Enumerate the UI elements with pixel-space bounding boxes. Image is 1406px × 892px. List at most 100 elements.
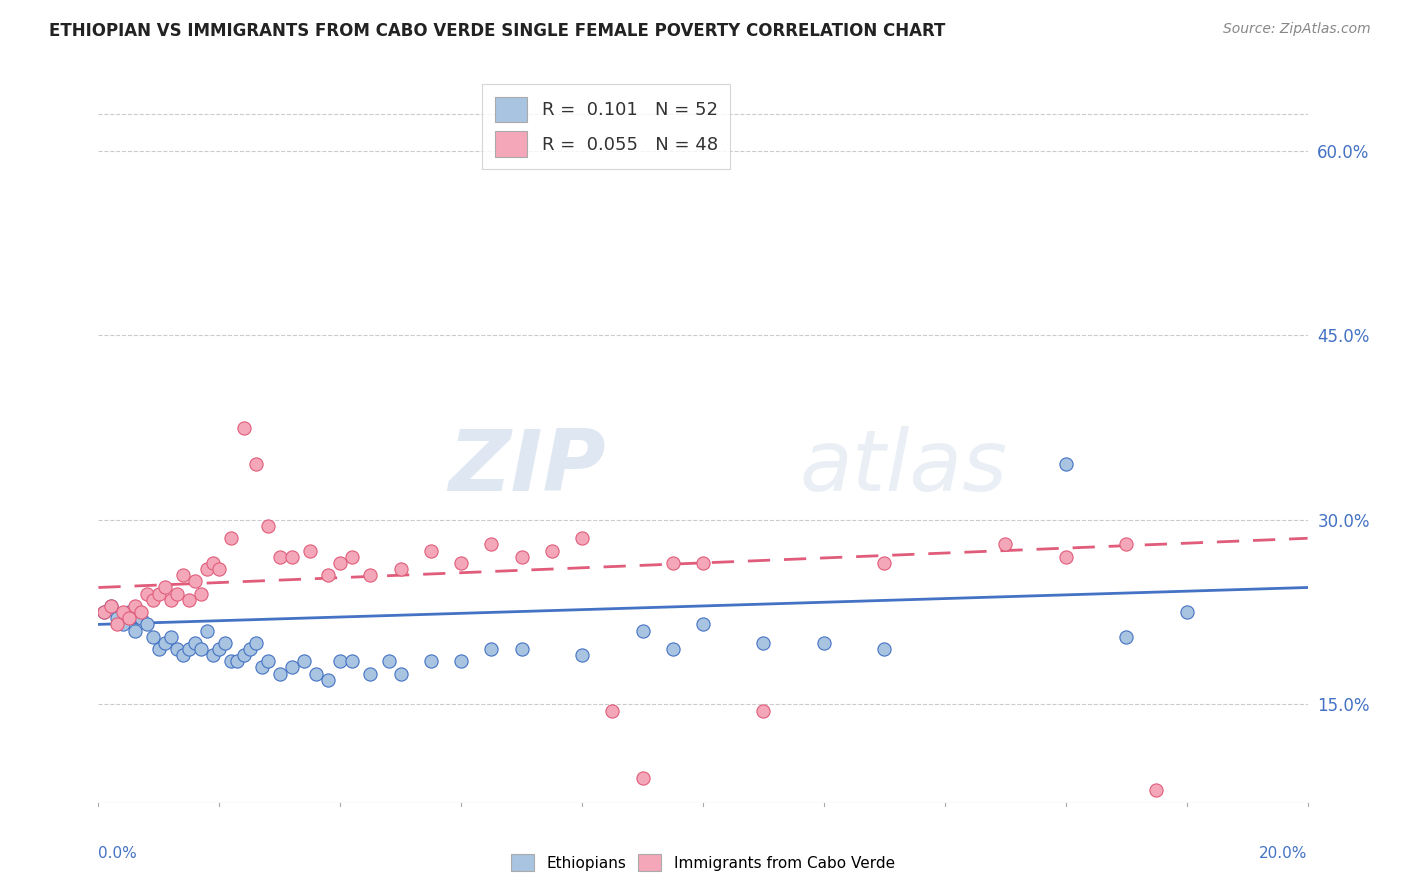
Point xyxy=(692,556,714,570)
Point xyxy=(269,549,291,564)
Point xyxy=(166,587,188,601)
Point xyxy=(510,549,533,564)
Point xyxy=(329,556,352,570)
Point xyxy=(93,605,115,619)
Point xyxy=(232,648,254,662)
Point xyxy=(105,617,128,632)
Text: ZIP: ZIP xyxy=(449,425,606,509)
Point xyxy=(135,617,157,632)
Point xyxy=(148,642,170,657)
Point xyxy=(813,636,835,650)
Point xyxy=(153,636,176,650)
Point xyxy=(179,592,201,607)
Point xyxy=(1054,458,1077,472)
Point xyxy=(179,642,201,657)
Point xyxy=(100,599,122,613)
Point xyxy=(329,654,352,668)
Point xyxy=(631,771,654,785)
Point xyxy=(250,660,273,674)
Point xyxy=(420,654,443,668)
Point xyxy=(124,599,146,613)
Text: ETHIOPIAN VS IMMIGRANTS FROM CABO VERDE SINGLE FEMALE POVERTY CORRELATION CHART: ETHIOPIAN VS IMMIGRANTS FROM CABO VERDE … xyxy=(49,22,946,40)
Point xyxy=(281,549,304,564)
Point xyxy=(153,581,176,595)
Point xyxy=(377,654,399,668)
Point xyxy=(481,537,503,551)
Point xyxy=(571,531,593,545)
Legend: Ethiopians, Immigrants from Cabo Verde: Ethiopians, Immigrants from Cabo Verde xyxy=(505,848,901,877)
Point xyxy=(873,642,896,657)
Point xyxy=(299,543,322,558)
Point xyxy=(269,666,291,681)
Point xyxy=(481,642,503,657)
Point xyxy=(661,556,683,570)
Point xyxy=(360,568,382,582)
Point xyxy=(631,624,654,638)
Text: Source: ZipAtlas.com: Source: ZipAtlas.com xyxy=(1223,22,1371,37)
Point xyxy=(752,636,775,650)
Point xyxy=(256,519,278,533)
Point xyxy=(1054,549,1077,564)
Point xyxy=(571,648,593,662)
Point xyxy=(118,611,141,625)
Point xyxy=(420,543,443,558)
Point xyxy=(873,556,896,570)
Point xyxy=(281,660,304,674)
Point xyxy=(342,654,364,668)
Point xyxy=(93,605,115,619)
Point xyxy=(190,642,212,657)
Point xyxy=(752,704,775,718)
Point xyxy=(1144,783,1167,797)
Point xyxy=(256,654,278,668)
Point xyxy=(360,666,382,681)
Point xyxy=(195,562,218,576)
Text: atlas: atlas xyxy=(800,425,1008,509)
Point xyxy=(118,605,141,619)
Point xyxy=(184,574,207,589)
Point xyxy=(142,592,165,607)
Point xyxy=(129,605,152,619)
Point xyxy=(124,624,146,638)
Point xyxy=(1175,605,1198,619)
Point xyxy=(602,704,624,718)
Point xyxy=(389,666,412,681)
Point xyxy=(692,617,714,632)
Point xyxy=(226,654,249,668)
Text: 0.0%: 0.0% xyxy=(98,846,138,861)
Point xyxy=(292,654,315,668)
Point xyxy=(172,648,194,662)
Point xyxy=(305,666,328,681)
Point xyxy=(1115,630,1137,644)
Point xyxy=(450,556,472,570)
Point xyxy=(202,556,225,570)
Point xyxy=(148,587,170,601)
Y-axis label: Single Female Poverty: Single Female Poverty xyxy=(0,361,7,531)
Point xyxy=(316,673,339,687)
Point xyxy=(111,605,134,619)
Point xyxy=(221,654,243,668)
Point xyxy=(172,568,194,582)
Point xyxy=(245,636,267,650)
Point xyxy=(208,642,231,657)
Point xyxy=(195,624,218,638)
Point xyxy=(342,549,364,564)
Point xyxy=(208,562,231,576)
Point xyxy=(190,587,212,601)
Point xyxy=(1115,537,1137,551)
Point xyxy=(202,648,225,662)
Point xyxy=(129,611,152,625)
Point xyxy=(160,630,183,644)
Point xyxy=(184,636,207,650)
Point xyxy=(245,458,267,472)
Point xyxy=(994,537,1017,551)
Point xyxy=(105,611,128,625)
Point xyxy=(214,636,236,650)
Point xyxy=(160,592,183,607)
Point xyxy=(111,617,134,632)
Legend: R =  0.101   N = 52, R =  0.055   N = 48: R = 0.101 N = 52, R = 0.055 N = 48 xyxy=(482,84,731,169)
Point xyxy=(389,562,412,576)
Point xyxy=(510,642,533,657)
Point xyxy=(142,630,165,644)
Point xyxy=(166,642,188,657)
Point xyxy=(100,599,122,613)
